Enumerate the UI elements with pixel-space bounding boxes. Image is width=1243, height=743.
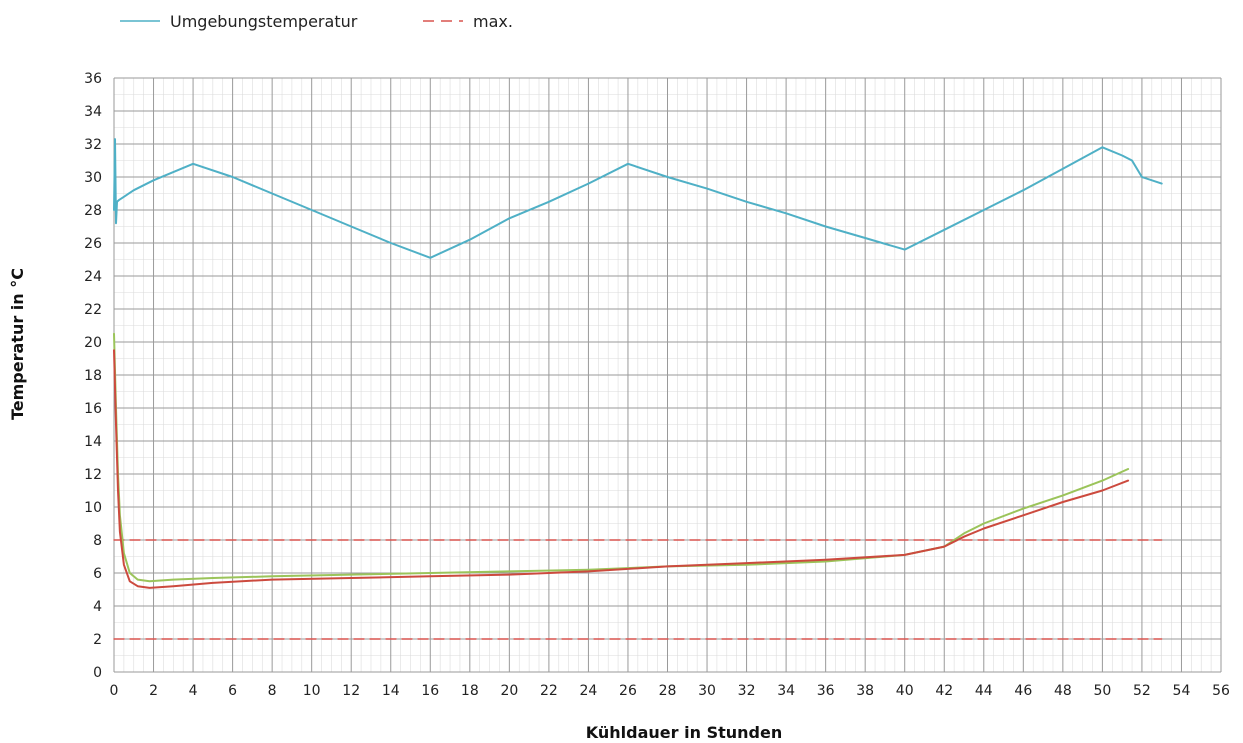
y-tick-label: 24 [84, 269, 102, 285]
x-tick-label: 36 [817, 683, 835, 699]
x-tick-label: 52 [1133, 683, 1151, 699]
x-tick-label: 46 [1014, 683, 1032, 699]
y-tick-label: 22 [84, 302, 102, 318]
y-tick-label: 6 [93, 566, 102, 582]
y-axis-title: Temperatur in °C [8, 268, 27, 420]
x-tick-label: 40 [896, 683, 914, 699]
x-tick-label: 38 [856, 683, 874, 699]
x-tick-label: 54 [1173, 683, 1191, 699]
legend-label-ambient: Umgebungstemperatur [170, 12, 358, 31]
y-tick-label: 32 [84, 137, 102, 153]
x-tick-label: 18 [461, 683, 479, 699]
y-tick-label: 14 [84, 434, 102, 450]
y-tick-label: 16 [84, 401, 102, 417]
x-tick-label: 16 [421, 683, 439, 699]
legend-label-max: max. [473, 12, 513, 31]
x-tick-label: 4 [189, 683, 198, 699]
x-tick-label: 2 [149, 683, 158, 699]
x-tick-label: 28 [659, 683, 677, 699]
y-tick-label: 36 [84, 71, 102, 87]
x-tick-label: 32 [738, 683, 756, 699]
x-axis-title: Kühldauer in Stunden [586, 723, 782, 742]
y-tick-label: 20 [84, 335, 102, 351]
x-tick-label: 0 [110, 683, 119, 699]
y-tick-label: 2 [93, 632, 102, 648]
x-tick-label: 12 [342, 683, 360, 699]
x-tick-label: 48 [1054, 683, 1072, 699]
x-tick-label: 8 [268, 683, 277, 699]
x-tick-label: 6 [228, 683, 237, 699]
x-tick-label: 22 [540, 683, 558, 699]
series-line-4 [113, 349, 1130, 589]
major-grid [113, 77, 1222, 673]
y-tick-label: 12 [84, 467, 102, 483]
x-tick-label: 26 [619, 683, 637, 699]
x-tick-label: 14 [382, 683, 400, 699]
x-tick-label: 44 [975, 683, 993, 699]
x-tick-label: 20 [500, 683, 518, 699]
y-tick-label: 34 [84, 104, 102, 120]
legend: Umgebungstemperatur max. [120, 12, 513, 31]
y-tick-label: 30 [84, 170, 102, 186]
series-line-0 [113, 138, 1163, 259]
x-tick-label: 10 [303, 683, 321, 699]
x-tick-label: 24 [580, 683, 598, 699]
y-tick-label: 28 [84, 203, 102, 219]
y-tick-label: 18 [84, 368, 102, 384]
x-tick-label: 50 [1093, 683, 1111, 699]
y-tick-label: 26 [84, 236, 102, 252]
x-tick-label: 30 [698, 683, 716, 699]
x-tick-label: 34 [777, 683, 795, 699]
x-tick-label: 56 [1212, 683, 1230, 699]
x-axis-ticks: 0 2 4 6 8 10 12 14 16 18 20 22 24 26 28 30 32 34 36 38 40 42 4… [110, 683, 1230, 699]
x-tick-label: 42 [935, 683, 953, 699]
y-tick-label: 10 [84, 500, 102, 516]
series-layer [113, 138, 1163, 640]
y-tick-label: 4 [93, 599, 102, 615]
y-tick-label: 8 [93, 533, 102, 549]
series-line-3 [113, 332, 1130, 583]
y-tick-label: 0 [93, 665, 102, 681]
